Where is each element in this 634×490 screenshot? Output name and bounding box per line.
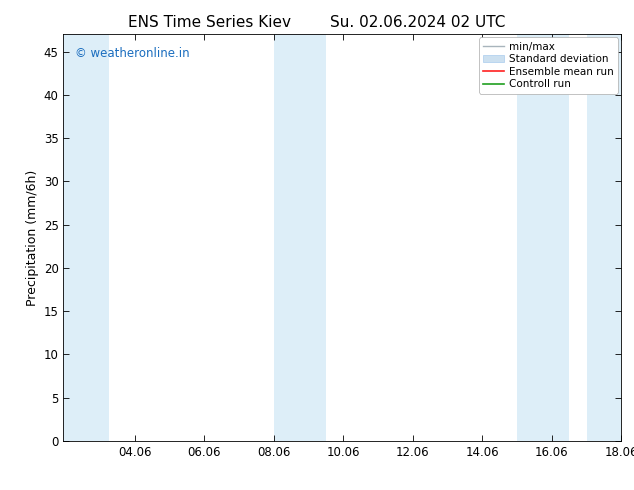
Legend: min/max, Standard deviation, Ensemble mean run, Controll run: min/max, Standard deviation, Ensemble me… <box>479 37 618 94</box>
Text: ENS Time Series Kiev        Su. 02.06.2024 02 UTC: ENS Time Series Kiev Su. 02.06.2024 02 U… <box>128 15 506 30</box>
Bar <box>63 34 108 441</box>
Y-axis label: Precipitation (mm/6h): Precipitation (mm/6h) <box>27 170 39 306</box>
Bar <box>274 34 326 441</box>
Text: © weatheronline.in: © weatheronline.in <box>75 47 189 59</box>
Bar <box>517 34 569 441</box>
Bar <box>586 34 621 441</box>
